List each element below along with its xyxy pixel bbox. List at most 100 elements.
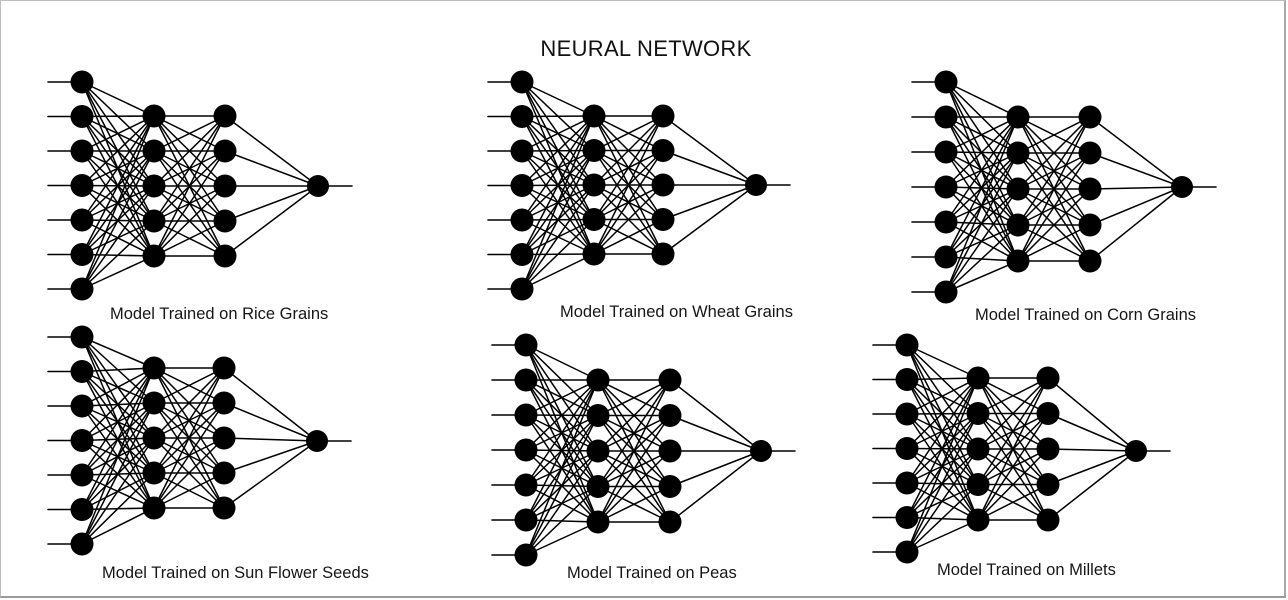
hidden-node	[1078, 249, 1102, 273]
nodes	[70, 325, 328, 556]
hidden-node	[582, 139, 606, 162]
hidden-node	[1036, 402, 1060, 425]
caption-peas: Model Trained on Peas	[567, 564, 737, 582]
hidden-node	[213, 139, 237, 163]
connection	[525, 485, 599, 556]
nodes	[70, 70, 329, 301]
input-node	[895, 437, 919, 460]
input-node	[70, 429, 94, 452]
connection	[81, 115, 155, 290]
connection	[597, 414, 671, 523]
input-node	[70, 360, 94, 383]
output-node	[307, 175, 329, 197]
connection	[662, 149, 757, 186]
connection	[945, 116, 1019, 188]
connection	[224, 185, 319, 222]
hidden-node	[1036, 437, 1060, 461]
input-node	[514, 473, 538, 497]
connection	[81, 367, 155, 407]
network-sunflower	[47, 325, 352, 556]
output-node	[1171, 176, 1193, 198]
hidden-node	[213, 174, 237, 198]
hidden-node	[1006, 141, 1030, 165]
output-node	[1125, 440, 1147, 462]
connection	[1017, 116, 1091, 226]
connection	[1089, 116, 1183, 188]
connection	[945, 116, 1019, 258]
connection	[153, 437, 225, 509]
connection	[521, 253, 595, 290]
network-peas	[491, 333, 796, 567]
connection	[906, 377, 979, 450]
connection	[81, 115, 155, 187]
connection	[669, 379, 762, 452]
connection	[153, 402, 225, 509]
connection	[906, 483, 979, 553]
connection	[153, 472, 225, 509]
hidden-node	[651, 104, 675, 128]
connection	[906, 377, 979, 415]
hidden-node	[142, 174, 166, 198]
connection	[525, 450, 599, 556]
connection	[945, 224, 1019, 293]
output-node	[306, 430, 328, 452]
connection	[945, 116, 1019, 153]
caption-wheat: Model Trained on Wheat Grains	[560, 303, 793, 321]
hidden-node	[651, 208, 675, 231]
input-node	[510, 243, 534, 266]
hidden-node	[212, 426, 236, 450]
connection	[945, 188, 1019, 293]
hidden-node	[213, 244, 237, 268]
connection	[81, 150, 155, 290]
hidden-node	[586, 439, 610, 463]
connection	[525, 344, 599, 381]
nodes	[514, 333, 772, 567]
connection	[153, 115, 226, 257]
connection	[525, 379, 599, 521]
connection	[945, 116, 1019, 293]
connection	[223, 440, 318, 474]
connection	[906, 344, 979, 379]
connection	[977, 377, 1049, 450]
hidden-node	[213, 209, 237, 233]
connection	[1047, 377, 1137, 452]
connection	[593, 115, 664, 152]
hidden-node	[212, 496, 236, 520]
connection	[81, 367, 155, 373]
connection	[1017, 188, 1091, 262]
connection	[521, 115, 595, 290]
connection	[153, 115, 226, 152]
connection	[593, 218, 664, 255]
input-node	[510, 139, 534, 163]
input-node	[70, 394, 94, 418]
connection	[593, 115, 664, 186]
connection	[597, 485, 671, 523]
connection	[224, 185, 319, 257]
network-rice	[47, 70, 353, 301]
connection	[223, 440, 318, 509]
connection	[1089, 152, 1183, 188]
connection	[153, 367, 225, 509]
caption-sunflower: Model Trained on Sun Flower Seeds	[102, 564, 369, 582]
hidden-node	[658, 475, 682, 498]
connection	[521, 218, 595, 290]
edges	[47, 81, 353, 290]
connection	[153, 220, 226, 257]
hidden-node	[142, 139, 166, 163]
input-node	[70, 463, 94, 487]
input-node	[514, 508, 538, 532]
hidden-node	[966, 473, 990, 496]
hidden-node	[142, 461, 166, 485]
connection	[945, 81, 1019, 118]
connection	[525, 414, 599, 556]
diagram-title: NEURAL NETWORK	[540, 36, 752, 61]
connection	[597, 450, 671, 523]
connection	[593, 184, 664, 255]
hidden-node	[1078, 213, 1102, 237]
input-node	[70, 70, 94, 94]
input-node	[514, 368, 538, 392]
hidden-node	[586, 404, 610, 427]
connection	[906, 377, 979, 484]
input-node	[510, 208, 534, 232]
input-node	[934, 210, 958, 234]
